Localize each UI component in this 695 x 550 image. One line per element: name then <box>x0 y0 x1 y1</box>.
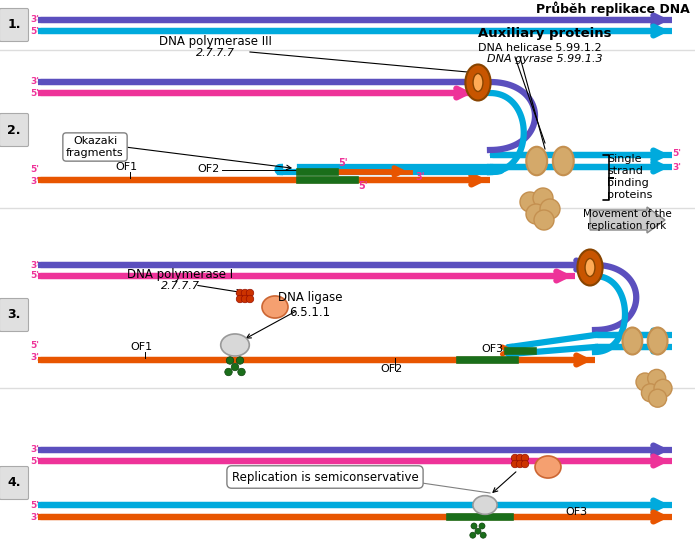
Text: Okazaki
fragments: Okazaki fragments <box>66 136 124 158</box>
Ellipse shape <box>526 147 547 175</box>
Text: 5': 5' <box>30 26 39 36</box>
Circle shape <box>654 379 672 397</box>
Ellipse shape <box>221 334 250 356</box>
Text: binding: binding <box>607 178 648 188</box>
Text: 5': 5' <box>338 158 348 168</box>
Circle shape <box>526 204 546 224</box>
Text: Průběh replikace DNA: Průběh replikace DNA <box>537 1 690 15</box>
Text: 3': 3' <box>30 78 39 86</box>
Text: 1.: 1. <box>7 19 21 31</box>
Circle shape <box>246 295 254 303</box>
Text: DNA polymerase III: DNA polymerase III <box>158 35 272 48</box>
Text: Auxiliary proteins: Auxiliary proteins <box>478 27 612 40</box>
Circle shape <box>521 454 529 462</box>
FancyBboxPatch shape <box>0 8 28 41</box>
Text: 5': 5' <box>30 340 39 349</box>
Circle shape <box>224 368 232 376</box>
Text: 3.: 3. <box>8 309 21 322</box>
Circle shape <box>540 199 560 219</box>
Circle shape <box>236 357 244 364</box>
Text: OF1: OF1 <box>130 342 152 352</box>
Circle shape <box>236 295 244 303</box>
Circle shape <box>534 210 554 230</box>
Circle shape <box>648 370 666 387</box>
Ellipse shape <box>553 147 574 175</box>
Text: 3': 3' <box>30 353 39 361</box>
Text: DNA gyrase 5.99.1.3: DNA gyrase 5.99.1.3 <box>487 54 603 64</box>
Text: 5': 5' <box>30 456 39 465</box>
Ellipse shape <box>585 258 595 277</box>
Circle shape <box>520 192 540 212</box>
Circle shape <box>516 454 524 462</box>
Circle shape <box>641 384 660 402</box>
Text: 5': 5' <box>358 181 368 191</box>
Text: 3': 3' <box>672 163 681 173</box>
Text: 3': 3' <box>415 172 425 182</box>
Text: 5': 5' <box>30 500 39 509</box>
FancyBboxPatch shape <box>0 299 28 332</box>
FancyBboxPatch shape <box>0 466 28 499</box>
Text: 5': 5' <box>30 166 39 174</box>
Circle shape <box>480 532 486 538</box>
Circle shape <box>231 363 239 371</box>
Text: Replication is semiconservative: Replication is semiconservative <box>231 470 418 483</box>
Text: 5': 5' <box>30 272 39 280</box>
Circle shape <box>238 368 245 376</box>
Circle shape <box>512 460 518 468</box>
Text: OF2: OF2 <box>198 164 220 174</box>
Text: strand: strand <box>607 166 643 176</box>
Circle shape <box>241 295 249 303</box>
Circle shape <box>471 523 477 529</box>
Ellipse shape <box>623 327 642 355</box>
Ellipse shape <box>473 496 497 514</box>
Circle shape <box>533 188 553 208</box>
Text: 2.7.7.7: 2.7.7.7 <box>195 48 234 58</box>
Text: OF3: OF3 <box>565 507 587 517</box>
Text: DNA helicase 5.99.1.2: DNA helicase 5.99.1.2 <box>478 43 602 53</box>
Ellipse shape <box>578 250 603 285</box>
Text: 2.7.7.7: 2.7.7.7 <box>161 281 199 291</box>
Text: Single: Single <box>607 154 641 164</box>
Text: OF2: OF2 <box>380 364 402 374</box>
Text: 5': 5' <box>672 148 681 157</box>
Text: Movement of the
replication fork: Movement of the replication fork <box>582 209 671 231</box>
Text: 3': 3' <box>30 446 39 454</box>
Ellipse shape <box>262 296 288 318</box>
Ellipse shape <box>535 456 561 478</box>
Text: 4.: 4. <box>7 476 21 490</box>
Circle shape <box>636 373 654 391</box>
Text: 5': 5' <box>30 89 39 97</box>
Circle shape <box>227 357 234 364</box>
Ellipse shape <box>466 64 491 101</box>
Text: OF1: OF1 <box>115 162 137 172</box>
Ellipse shape <box>473 74 483 91</box>
Text: 2.: 2. <box>7 124 21 136</box>
Circle shape <box>516 460 524 468</box>
FancyArrow shape <box>590 207 665 233</box>
Text: 3': 3' <box>30 15 39 25</box>
Circle shape <box>236 289 244 297</box>
Circle shape <box>470 532 476 538</box>
FancyBboxPatch shape <box>0 113 28 146</box>
Text: 3': 3' <box>30 513 39 521</box>
Circle shape <box>241 289 249 297</box>
Circle shape <box>648 389 667 407</box>
Text: DNA polymerase I: DNA polymerase I <box>127 268 233 281</box>
Text: 3': 3' <box>30 177 39 185</box>
Circle shape <box>479 523 485 529</box>
Circle shape <box>521 460 529 468</box>
Ellipse shape <box>648 327 667 355</box>
Circle shape <box>475 528 481 534</box>
Text: 3': 3' <box>30 261 39 270</box>
Text: DNA ligase
6.5.1.1: DNA ligase 6.5.1.1 <box>278 291 342 319</box>
Text: OF3: OF3 <box>482 344 504 354</box>
Circle shape <box>246 289 254 297</box>
Circle shape <box>512 454 518 462</box>
Text: proteins: proteins <box>607 190 653 200</box>
